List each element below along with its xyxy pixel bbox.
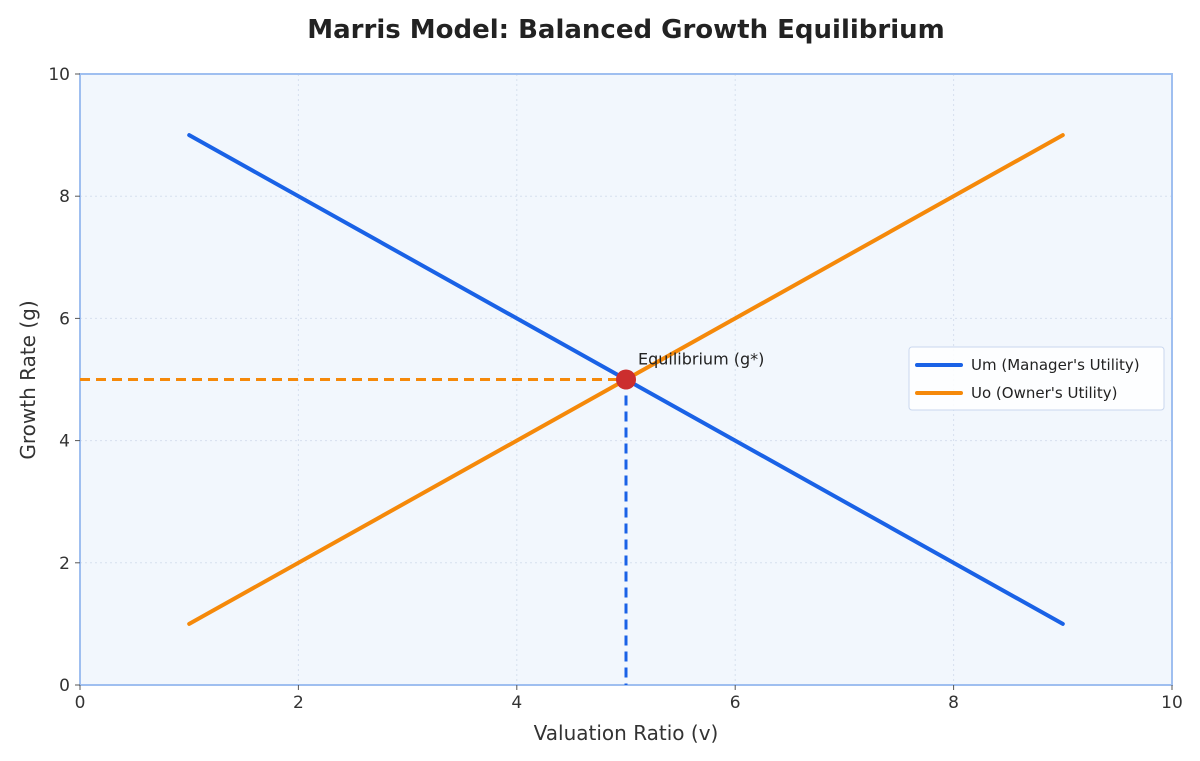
x-tick-label: 0: [75, 693, 86, 713]
y-tick-label: 2: [59, 554, 70, 574]
y-tick-label: 6: [59, 309, 70, 329]
chart-title: Marris Model: Balanced Growth Equilibriu…: [307, 15, 944, 45]
y-tick-label: 8: [59, 187, 70, 207]
legend: Um (Manager's Utility) Uo (Owner's Utilit…: [908, 346, 1165, 411]
legend-label-um: Um (Manager's Utility): [971, 356, 1140, 374]
equilibrium-label: Equilibrium (g*): [638, 350, 764, 369]
x-tick-label: 6: [730, 693, 741, 713]
x-axis-label: Valuation Ratio (v): [534, 721, 719, 745]
legend-box: [908, 346, 1165, 411]
y-tick-label: 10: [48, 65, 70, 85]
y-tick-label: 4: [59, 432, 70, 452]
x-tick-label: 4: [511, 693, 522, 713]
equilibrium-point: [616, 369, 636, 390]
legend-label-uo: Uo (Owner's Utility): [971, 384, 1117, 402]
y-axis-label: Growth Rate (g): [16, 300, 40, 459]
x-tick-label: 10: [1161, 693, 1183, 713]
y-tick-label: 0: [59, 676, 70, 696]
x-tick-label: 8: [948, 693, 959, 713]
x-tick-label: 2: [293, 693, 304, 713]
